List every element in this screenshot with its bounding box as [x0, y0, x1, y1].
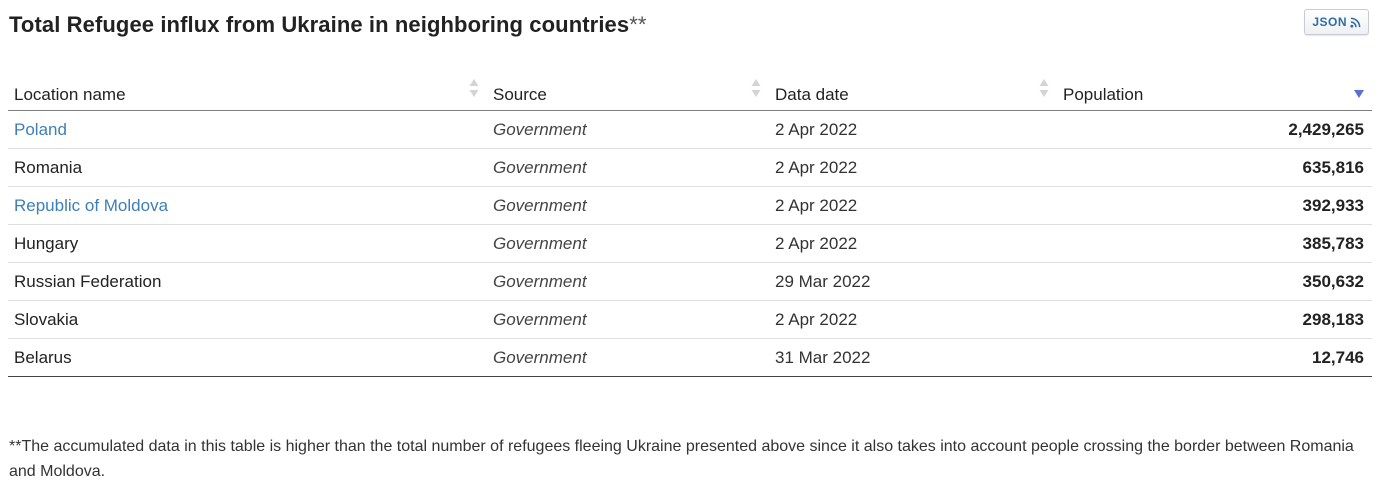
column-header-source[interactable]: Source: [487, 71, 769, 111]
date-cell: 29 Mar 2022: [769, 262, 1057, 301]
date-cell: 2 Apr 2022: [769, 110, 1057, 149]
location-cell: Belarus: [8, 338, 487, 377]
page-title: Total Refugee influx from Ukraine in nei…: [9, 12, 647, 38]
date-cell: 2 Apr 2022: [769, 186, 1057, 225]
json-button-label: JSON: [1312, 15, 1347, 29]
location-cell: Republic of Moldova: [8, 186, 487, 225]
sort-both-icon: [1039, 79, 1049, 97]
sort-descending-icon: [1354, 90, 1364, 98]
table-row: Poland Government 2 Apr 2022 2,429,265: [8, 110, 1372, 149]
source-cell: Government: [487, 148, 769, 187]
column-header-date[interactable]: Data date: [769, 71, 1057, 111]
location-cell: Slovakia: [8, 300, 487, 339]
column-header-label: Population: [1063, 85, 1144, 104]
source-cell: Government: [487, 262, 769, 301]
title-text: Total Refugee influx from Ukraine in nei…: [9, 12, 630, 37]
table-row: Belarus Government 31 Mar 2022 12,746: [8, 338, 1372, 377]
population-cell: 12,746: [1057, 338, 1372, 377]
source-cell: Government: [487, 338, 769, 377]
table-row: Russian Federation Government 29 Mar 202…: [8, 262, 1372, 301]
location-cell: Poland: [8, 110, 487, 149]
source-cell: Government: [487, 300, 769, 339]
location-cell: Hungary: [8, 224, 487, 263]
table-footnote: **The accumulated data in this table is …: [9, 438, 1354, 480]
column-header-label: Location name: [14, 85, 126, 104]
sort-both-icon: [751, 79, 761, 97]
table-row: Hungary Government 2 Apr 2022 385,783: [8, 224, 1372, 263]
sort-both-icon: [469, 79, 479, 97]
table-row: Slovakia Government 2 Apr 2022 298,183: [8, 300, 1372, 339]
population-cell: 385,783: [1057, 224, 1372, 263]
date-cell: 31 Mar 2022: [769, 338, 1057, 377]
column-header-population[interactable]: Population: [1057, 71, 1372, 111]
refugee-table: Location name Source Data date: [8, 71, 1372, 377]
source-cell: Government: [487, 110, 769, 149]
population-cell: 392,933: [1057, 186, 1372, 225]
location-link-poland[interactable]: Poland: [14, 119, 67, 139]
column-header-label: Source: [493, 85, 547, 104]
table-header-row: Location name Source Data date: [8, 71, 1372, 111]
table-row: Republic of Moldova Government 2 Apr 202…: [8, 186, 1372, 225]
date-cell: 2 Apr 2022: [769, 224, 1057, 263]
title-footnote-marker: **: [629, 12, 647, 37]
source-cell: Government: [487, 224, 769, 263]
population-cell: 298,183: [1057, 300, 1372, 339]
column-header-label: Data date: [775, 85, 849, 104]
json-export-button[interactable]: JSON: [1304, 9, 1369, 35]
population-cell: 2,429,265: [1057, 110, 1372, 149]
table-row: Romania Government 2 Apr 2022 635,816: [8, 148, 1372, 187]
location-cell: Russian Federation: [8, 262, 487, 301]
population-cell: 635,816: [1057, 148, 1372, 187]
date-cell: 2 Apr 2022: [769, 300, 1057, 339]
date-cell: 2 Apr 2022: [769, 148, 1057, 187]
column-header-location[interactable]: Location name: [8, 71, 487, 111]
location-cell: Romania: [8, 148, 487, 187]
location-link-moldova[interactable]: Republic of Moldova: [14, 195, 169, 215]
source-cell: Government: [487, 186, 769, 225]
rss-feed-icon: [1350, 17, 1361, 28]
population-cell: 350,632: [1057, 262, 1372, 301]
